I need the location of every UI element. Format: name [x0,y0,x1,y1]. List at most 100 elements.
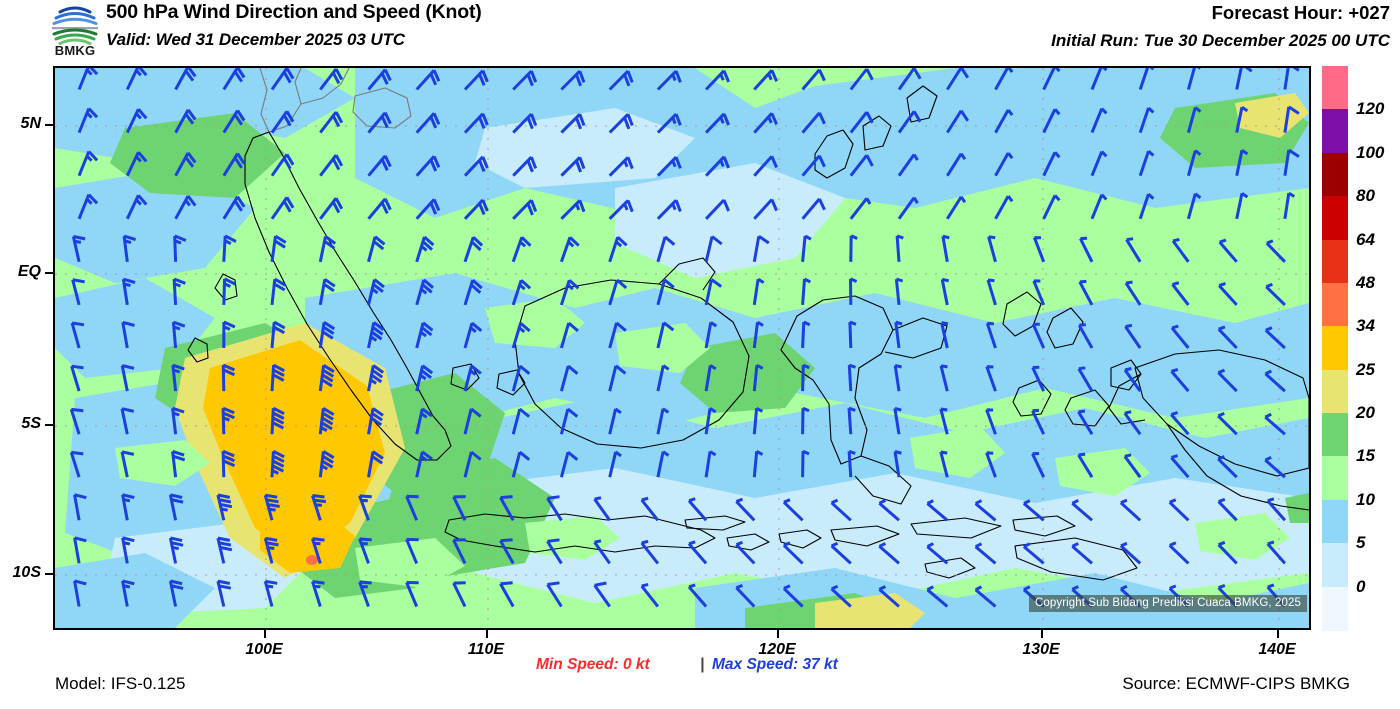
wind-barb [415,112,441,134]
wind-barb [946,109,970,134]
wind-barb [415,407,433,435]
wind-barb [893,450,902,478]
wind-barb [1217,412,1238,436]
wind-barb [1283,68,1300,90]
wind-barb [463,407,482,435]
colorbar-tick-label: 0 [1356,576,1366,596]
wind-barb [415,235,435,263]
y-tick [45,272,53,274]
wind-barb [939,450,949,478]
wind-barb [847,406,856,435]
wind-barb [1077,366,1094,392]
wind-barb [926,542,949,565]
wind-barb [656,407,670,435]
wind-barb [216,579,232,607]
wind-barb [735,497,756,522]
colorbar-band [1322,152,1348,197]
wind-barb [171,449,186,478]
wind-barb [1265,239,1286,263]
wind-barb [222,195,246,220]
wind-barb [656,113,682,134]
wind-barb [878,585,900,608]
x-tick [486,630,488,638]
colorbar-tick-label: 25 [1356,359,1375,379]
wind-barb [847,363,857,392]
wind-barb [895,234,904,262]
wind-barb [511,450,531,478]
wind-barb [216,493,233,521]
wind-barb [71,278,85,306]
wind-barb [311,494,327,521]
forecast-hour-label: Forecast Hour: +027 [1211,2,1390,23]
wind-barb [174,108,197,134]
colorbar-tick-label: 5 [1356,533,1366,553]
wind-barb [1090,68,1108,91]
wind-barb [415,278,434,306]
wind-barb [994,108,1014,134]
colorbar-band [1322,456,1348,501]
wind-barb [940,321,949,349]
wind-barb [608,450,622,478]
speed-separator: | [700,656,705,673]
wind-barb [946,195,967,220]
wind-barb [559,236,580,263]
wind-barb [318,450,335,478]
wind-barb [849,277,858,305]
wind-barb [1042,151,1061,177]
wind-barb [168,579,184,607]
wind-barb [608,113,634,134]
wind-barb [608,407,622,435]
wind-barb [367,68,392,91]
colorbar-tick-label: 34 [1356,316,1375,336]
wind-barb [1032,236,1046,263]
colorbar-band [1322,326,1348,371]
wind-barb [926,585,949,608]
wind-barb [415,450,433,478]
wind-barb [77,107,99,134]
wind-barb [974,585,997,608]
wind-barb [640,582,660,608]
wind-barb [1217,497,1238,522]
wind-barb [987,235,997,263]
wind-barb [687,497,708,522]
wind-barb [1042,194,1061,220]
wind-barb [318,235,337,263]
wind-barb [1123,410,1142,436]
wind-barb [656,364,670,392]
wind-barb [593,581,611,608]
wind-barb [121,493,135,521]
wind-barb [270,68,295,91]
wind-barb [1124,280,1142,306]
wind-barb [1119,541,1142,565]
wind-barb [848,320,857,349]
wind-barb [415,69,441,91]
wind-barb [270,320,286,349]
wind-barb [656,235,676,263]
wind-barb [1119,498,1142,522]
wind-barb [985,365,997,392]
wind-barb [704,321,718,349]
wind-barb [120,450,135,478]
y-tick [45,424,53,426]
x-axis-label: 100E [245,641,283,658]
weather-map[interactable]: Copyright Sub Bidang Prediksi Cuaca BMKG… [53,66,1311,630]
colorbar-tick-label: 64 [1356,229,1375,249]
wind-barb [367,197,392,220]
wind-barb [73,536,87,564]
wind-barb [125,151,148,177]
wind-barb [222,320,236,349]
wind-barb [415,198,441,220]
wind-barb [1077,409,1094,435]
wind-barb [893,407,902,435]
wind-barb [71,235,86,263]
wind-barb [452,581,467,608]
wind-barb [499,538,515,565]
wind-barb [1217,325,1238,350]
colorbar-tick-label: 80 [1356,186,1375,206]
wind-barb [939,364,949,392]
wind-barb [546,538,563,565]
wind-barb [753,155,778,177]
wind-barb [939,407,949,435]
wind-barb [753,69,778,91]
wind-barb [1168,541,1190,565]
